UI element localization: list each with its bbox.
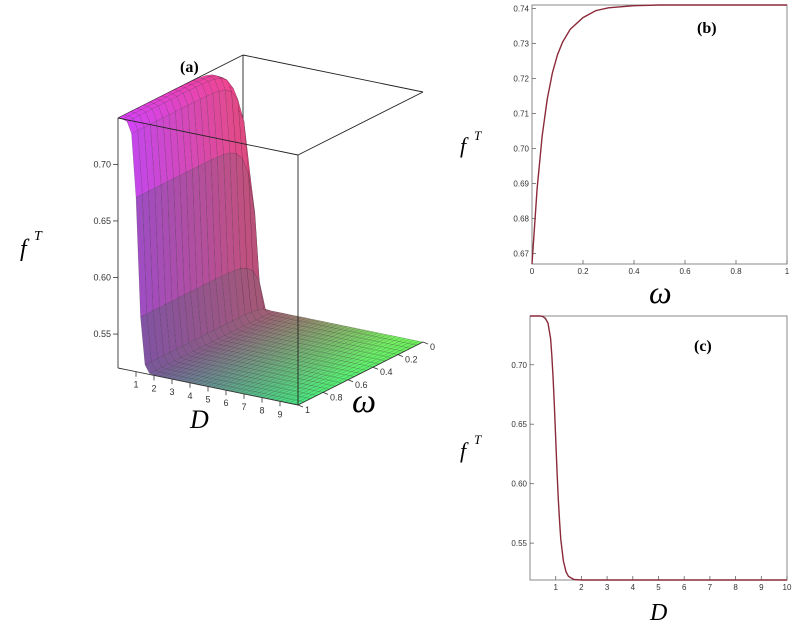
surface-mesh — [117, 74, 424, 406]
y-tick-label: 0.8 — [330, 392, 343, 402]
data-line — [530, 315, 787, 581]
y-tick-mark — [297, 404, 304, 408]
x-tick-label: 8 — [259, 406, 264, 416]
y-tick-label: 1 — [305, 405, 310, 415]
tick-labels: 1 2 3 4 5 6 7 8 9 10 0.55 0.60 0.65 0.70 — [511, 361, 792, 592]
box-edge — [297, 91, 424, 156]
y-tick-label: 0.73 — [513, 40, 529, 49]
x-tick-label: 3 — [169, 387, 174, 397]
line-plot-omega: 0 0.2 0.4 0.6 0.8 1 0.67 0.68 0.69 0.70 0.71 0.72 0.… — [460, 4, 790, 310]
tick-labels: 0 0.2 0.4 0.6 0.8 1 0.67 0.68 0.69 0.70 0.71 0.72 0.… — [513, 5, 789, 277]
x-tick-label: 9 — [277, 409, 282, 419]
y-axis-title: f T — [460, 128, 482, 158]
line-plot-d: 1 2 3 4 5 6 7 8 9 10 0.55 0.60 0.65 0.70 (c) f T D — [460, 315, 792, 626]
x-tick-label: 5 — [656, 583, 661, 592]
x-tick-label: 4 — [631, 583, 636, 592]
x-tick-label: 0.6 — [679, 267, 691, 276]
bounding-box-front — [117, 91, 424, 405]
x-tick-label: 6 — [223, 398, 228, 408]
data-line — [531, 4, 787, 265]
y-tick-label: 0.70 — [513, 145, 529, 154]
x-axis-line — [117, 367, 299, 406]
surface-axes: 1 2 3 4 5 6 7 8 9 1 0.8 0.6 0.4 0.2 0 0.55 0.60 0.65 0.70 — [93, 118, 435, 419]
y-tick-label: 0.55 — [511, 539, 527, 548]
y-axis-title-sup: T — [474, 432, 482, 447]
panel-label-b: (b) — [697, 20, 717, 37]
y-tick-label: 0.67 — [513, 250, 529, 259]
y-axis-title: ω — [352, 383, 376, 420]
box-edge — [242, 54, 424, 93]
box-edge — [117, 117, 299, 156]
y-tick-label: 0 — [430, 342, 435, 352]
x-axis-title: D — [189, 405, 209, 434]
z-axis-title: f T — [20, 229, 43, 262]
y-axis-title: f T — [460, 432, 482, 463]
x-axis-title: D — [649, 600, 667, 626]
y-tick-label: 0.65 — [511, 420, 527, 429]
y-tick-label: 0.2 — [405, 355, 418, 365]
plot-frame — [529, 315, 788, 581]
y-tick-label: 0.68 — [513, 215, 529, 224]
x-tick-label: 2 — [579, 583, 584, 592]
z-tick-label: 0.65 — [93, 216, 111, 226]
surface-plot: 1 2 3 4 5 6 7 8 9 10.80.60.40.200.550.600.650.70 … — [20, 54, 435, 434]
y-tick-label: 0.4 — [380, 367, 393, 377]
x-tick-label: 8 — [733, 583, 738, 592]
x-tick-label: 9 — [759, 583, 764, 592]
y-tick-label: 0.74 — [513, 5, 529, 14]
y-tick-mark — [347, 379, 354, 383]
panel-label-a: (a) — [180, 59, 199, 76]
x-tick-label: 0.8 — [730, 267, 742, 276]
x-tick-label: 7 — [241, 402, 246, 412]
panel-label-c: (c) — [694, 338, 712, 355]
y-tick-mark — [397, 354, 404, 357]
x-axis-title: ω — [649, 274, 672, 310]
y-tick-mark — [322, 392, 329, 395]
x-tick-label: 7 — [708, 583, 713, 592]
x-tick-label: 1 — [553, 583, 558, 592]
y-tick-label: 0.71 — [513, 110, 529, 119]
y-axis-title-sup: T — [474, 128, 482, 143]
z-tick-label: 0.60 — [93, 273, 111, 283]
y-tick-label: 0.60 — [511, 480, 527, 489]
y-tick-label: 0.72 — [513, 75, 529, 84]
x-tick-label: 1 — [133, 380, 138, 390]
x-tick-label: 4 — [187, 391, 192, 401]
x-tick-label: 1 — [785, 267, 790, 276]
plot-frame — [531, 4, 788, 265]
x-tick-label: 0 — [530, 267, 535, 276]
y-axis-title-base: f — [460, 133, 469, 158]
y-axis-title-base: f — [460, 438, 469, 463]
y-tick-mark — [372, 366, 379, 370]
y-tick-label: 0.6 — [355, 380, 368, 390]
x-tick-label: 10 — [783, 583, 792, 592]
x-tick-label: 2 — [151, 383, 156, 393]
x-tick-label: 0.2 — [577, 267, 589, 276]
y-tick-mark — [422, 341, 429, 345]
z-axis-title-sup: T — [34, 229, 43, 244]
x-tick-label: 0.4 — [628, 267, 640, 276]
z-tick-label: 0.55 — [93, 329, 111, 339]
z-axis-title-base: f — [20, 236, 30, 262]
z-tick-label: 0.70 — [93, 159, 111, 169]
box-edge — [117, 54, 244, 119]
x-tick-label: 3 — [605, 583, 610, 592]
y-tick-label: 0.69 — [513, 180, 529, 189]
surface-patch — [144, 361, 157, 374]
x-tick-label: 6 — [682, 583, 687, 592]
y-tick-label: 0.70 — [511, 361, 527, 370]
surface-patch — [135, 193, 148, 318]
y-axis-line — [297, 341, 424, 406]
surface-patch — [140, 313, 152, 366]
x-tick-label: 5 — [205, 395, 210, 405]
